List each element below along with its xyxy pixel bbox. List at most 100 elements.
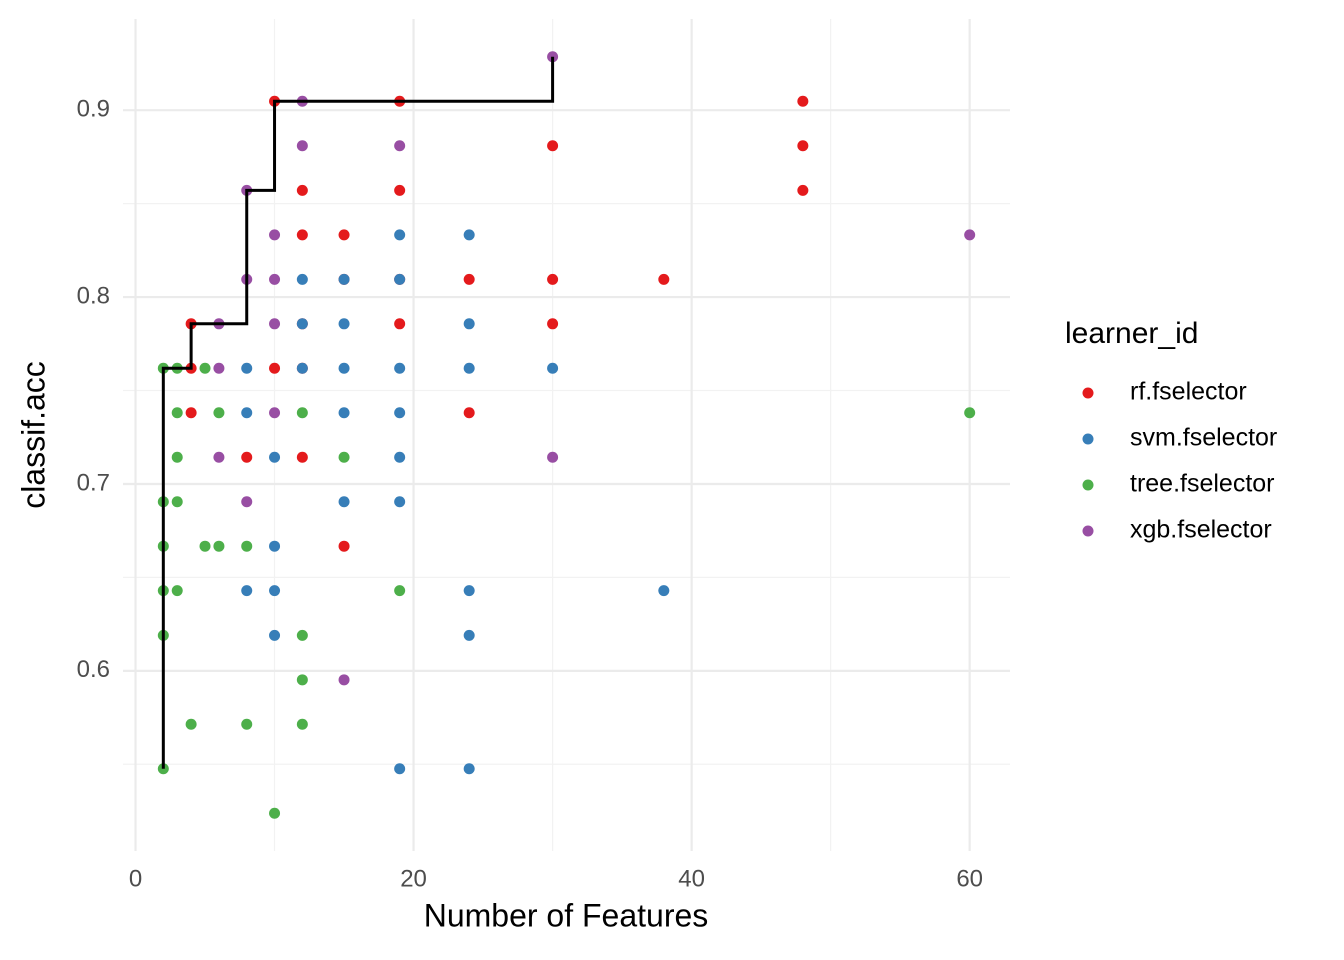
legend-label: svm.fselector bbox=[1130, 424, 1277, 452]
data-point bbox=[269, 318, 281, 330]
data-point bbox=[199, 540, 211, 552]
data-point bbox=[463, 362, 475, 374]
data-point bbox=[296, 140, 308, 152]
data-point bbox=[394, 184, 406, 196]
data-point bbox=[394, 273, 406, 285]
legend-label: rf.fselector bbox=[1130, 378, 1247, 406]
legend-label: tree.fselector bbox=[1130, 470, 1275, 498]
data-point bbox=[338, 273, 350, 285]
data-point bbox=[338, 674, 350, 686]
data-point bbox=[394, 140, 406, 152]
data-point bbox=[296, 318, 308, 330]
x-tick-label: 60 bbox=[956, 865, 983, 892]
y-tick-label: 0.9 bbox=[77, 96, 110, 123]
y-tick-label: 0.6 bbox=[77, 656, 110, 683]
data-point bbox=[394, 407, 406, 419]
data-point bbox=[213, 540, 225, 552]
data-point bbox=[463, 407, 475, 419]
data-point bbox=[394, 585, 406, 597]
x-tick-label: 40 bbox=[678, 865, 705, 892]
y-tick-label: 0.8 bbox=[77, 282, 110, 309]
data-point bbox=[241, 496, 253, 508]
data-point bbox=[338, 229, 350, 241]
x-tick-label: 0 bbox=[129, 865, 142, 892]
data-point bbox=[338, 407, 350, 419]
data-point bbox=[296, 229, 308, 241]
data-point bbox=[185, 407, 197, 419]
data-point bbox=[213, 451, 225, 463]
data-point bbox=[547, 318, 559, 330]
data-point bbox=[296, 362, 308, 374]
data-point bbox=[338, 362, 350, 374]
data-point bbox=[296, 451, 308, 463]
data-point bbox=[241, 585, 253, 597]
data-point bbox=[269, 807, 281, 819]
data-point bbox=[547, 362, 559, 374]
data-point bbox=[463, 273, 475, 285]
data-point bbox=[269, 540, 281, 552]
y-tick-label: 0.7 bbox=[77, 469, 110, 496]
data-point bbox=[463, 318, 475, 330]
legend-label: xgb.fselector bbox=[1130, 516, 1272, 544]
data-point bbox=[296, 273, 308, 285]
data-point bbox=[213, 362, 225, 374]
data-point bbox=[338, 451, 350, 463]
data-point bbox=[241, 407, 253, 419]
data-point bbox=[463, 629, 475, 641]
data-point bbox=[296, 718, 308, 730]
data-point bbox=[269, 273, 281, 285]
data-point bbox=[171, 407, 183, 419]
data-point bbox=[797, 140, 809, 152]
step-line bbox=[161, 56, 555, 769]
data-point bbox=[547, 273, 559, 285]
data-point bbox=[241, 451, 253, 463]
data-point bbox=[269, 451, 281, 463]
data-point bbox=[185, 718, 197, 730]
x-tick-label: 20 bbox=[400, 865, 427, 892]
data-point bbox=[269, 585, 281, 597]
data-point bbox=[199, 362, 211, 374]
data-point bbox=[964, 229, 976, 241]
data-point bbox=[269, 629, 281, 641]
data-point bbox=[797, 95, 809, 107]
data-point bbox=[394, 451, 406, 463]
x-axis-title: Number of Features bbox=[424, 897, 709, 933]
y-axis-title: classif.acc bbox=[15, 361, 51, 509]
data-point bbox=[338, 318, 350, 330]
data-point bbox=[213, 407, 225, 419]
data-point bbox=[296, 629, 308, 641]
data-point bbox=[296, 674, 308, 686]
data-point bbox=[463, 585, 475, 597]
data-point bbox=[394, 318, 406, 330]
data-point bbox=[241, 718, 253, 730]
data-point bbox=[269, 407, 281, 419]
data-point bbox=[463, 763, 475, 775]
data-point bbox=[964, 407, 976, 419]
legend-marker bbox=[1082, 433, 1094, 445]
data-point bbox=[241, 362, 253, 374]
data-point bbox=[296, 184, 308, 196]
legend-marker bbox=[1082, 479, 1094, 491]
data-point bbox=[658, 273, 670, 285]
data-point bbox=[241, 540, 253, 552]
data-point bbox=[394, 496, 406, 508]
data-point bbox=[269, 229, 281, 241]
data-point bbox=[394, 763, 406, 775]
data-point bbox=[269, 362, 281, 374]
data-point bbox=[394, 229, 406, 241]
legend-marker bbox=[1082, 387, 1094, 399]
data-point bbox=[797, 184, 809, 196]
data-point bbox=[547, 140, 559, 152]
data-point bbox=[547, 451, 559, 463]
data-point bbox=[394, 362, 406, 374]
legend-title: learner_id bbox=[1065, 317, 1198, 350]
data-point bbox=[171, 585, 183, 597]
data-point bbox=[463, 229, 475, 241]
data-point bbox=[296, 407, 308, 419]
data-point bbox=[171, 496, 183, 508]
legend-marker bbox=[1082, 525, 1094, 537]
data-point bbox=[338, 540, 350, 552]
data-point bbox=[171, 451, 183, 463]
data-point bbox=[338, 496, 350, 508]
